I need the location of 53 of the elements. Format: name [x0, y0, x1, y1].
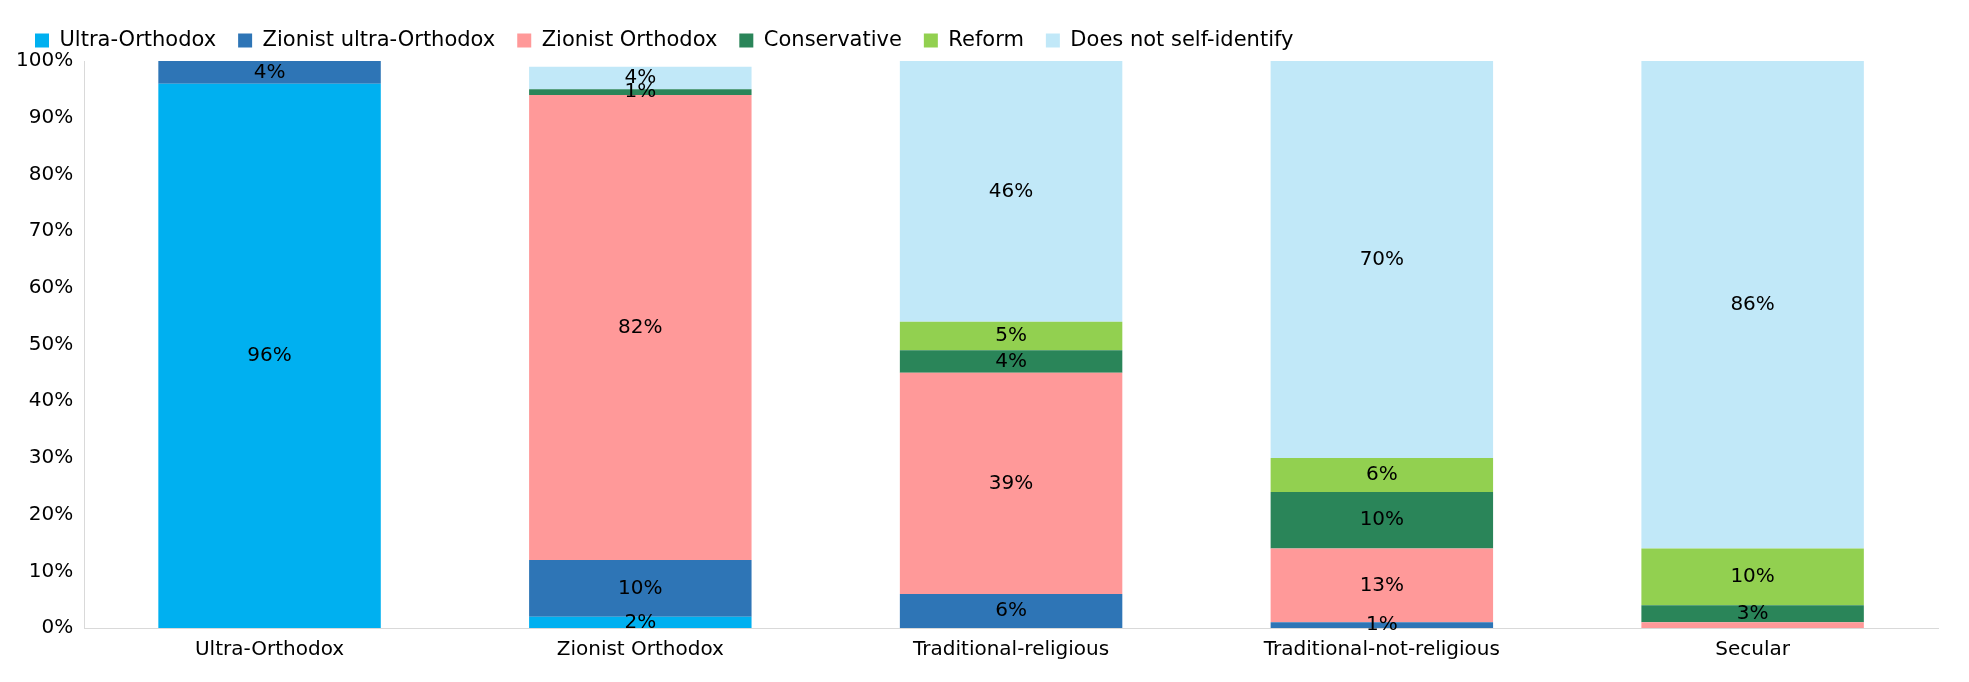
data-label: 5% [995, 322, 1027, 347]
data-label: 3% [1736, 600, 1769, 625]
bar [899, 61, 1123, 322]
bar [1641, 605, 1864, 623]
bar [1270, 61, 1494, 458]
x-tick-label: Traditional-religious [912, 636, 1110, 661]
bar [899, 350, 1123, 373]
bar [158, 83, 381, 628]
legend-label: Does not self-identify [1070, 26, 1294, 51]
data-label: 86% [1730, 291, 1775, 316]
x-tick-label: Zionist Orthodox [556, 636, 725, 661]
x-tick-label: Traditional-not-religious [1262, 636, 1500, 661]
legend-label: Zionist ultra-Orthodox [262, 26, 496, 51]
bar [1641, 548, 1864, 606]
bar [899, 593, 1123, 628]
bar [529, 616, 752, 628]
y-tick-label: 40% [28, 387, 74, 412]
bar [899, 321, 1123, 351]
legend-label: Conservative [763, 26, 902, 51]
data-label: 4% [995, 347, 1027, 372]
data-label: 2% [624, 608, 657, 633]
y-tick-label: 60% [28, 274, 74, 298]
data-label: 13% [1359, 571, 1405, 596]
y-tick-label: 70% [28, 217, 74, 242]
y-tick-label: 20% [28, 500, 74, 525]
data-label: 10% [1359, 506, 1405, 531]
legend-label: Zionist Orthodox [541, 26, 718, 51]
y-tick-label: 50% [28, 330, 74, 355]
x-tick-label: Secular [1715, 636, 1791, 661]
bar [1270, 491, 1494, 549]
bar [1270, 457, 1494, 492]
data-label: 70% [1359, 245, 1405, 270]
y-tick-label: 30% [28, 444, 74, 469]
data-label: 6% [1365, 461, 1398, 486]
bar [899, 372, 1123, 594]
data-label: 39% [988, 469, 1034, 494]
y-tick-label: 10% [28, 557, 74, 582]
data-label: 6% [995, 597, 1027, 622]
data-label: 82% [618, 313, 663, 338]
x-tick-label: Ultra-Orthodox [194, 636, 345, 661]
y-tick-label: 0% [41, 614, 74, 639]
y-tick-label: 80% [28, 160, 74, 185]
bar [529, 95, 752, 560]
data-label: 46% [988, 177, 1034, 202]
data-label: 4% [253, 58, 286, 83]
bar [1641, 622, 1864, 628]
y-tick-label: 90% [28, 103, 74, 128]
bar [158, 61, 381, 84]
legend-label: Reform [948, 26, 1024, 51]
data-label: 10% [1730, 563, 1775, 588]
data-label: 96% [247, 342, 292, 367]
bar [1641, 61, 1864, 549]
data-label: 10% [618, 574, 663, 599]
